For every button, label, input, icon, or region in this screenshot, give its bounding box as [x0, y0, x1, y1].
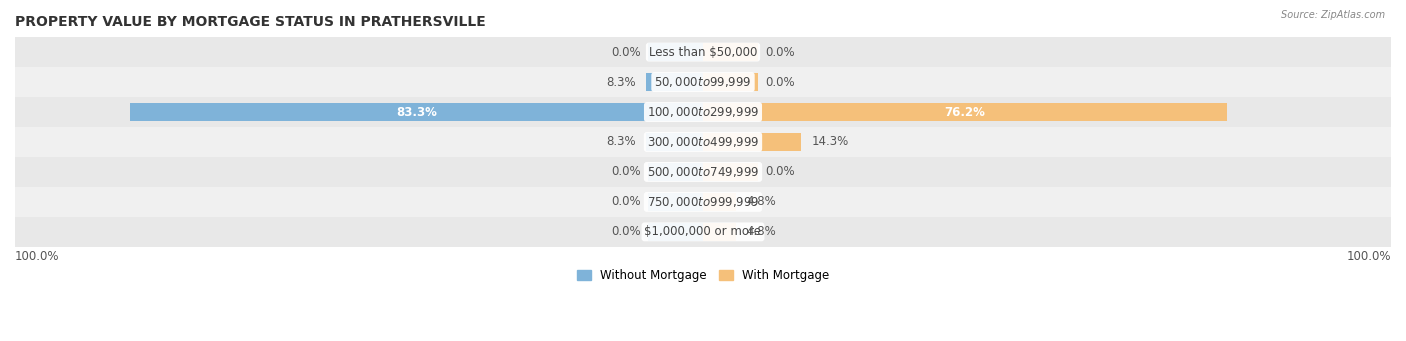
Text: 100.0%: 100.0% — [1347, 250, 1391, 263]
Bar — [15, 127, 1391, 157]
Bar — [703, 223, 735, 240]
Bar — [703, 73, 758, 91]
Bar — [15, 187, 1391, 217]
Legend: Without Mortgage, With Mortgage: Without Mortgage, With Mortgage — [572, 265, 834, 287]
Text: Less than $50,000: Less than $50,000 — [648, 46, 758, 59]
Bar — [648, 193, 703, 211]
Text: Source: ZipAtlas.com: Source: ZipAtlas.com — [1281, 10, 1385, 20]
Text: 83.3%: 83.3% — [396, 105, 437, 119]
Text: 8.3%: 8.3% — [606, 135, 636, 148]
Text: 100.0%: 100.0% — [15, 250, 59, 263]
Text: 0.0%: 0.0% — [765, 76, 794, 89]
Text: $1,000,000 or more: $1,000,000 or more — [644, 225, 762, 238]
Text: 4.8%: 4.8% — [747, 195, 776, 208]
Text: $50,000 to $99,999: $50,000 to $99,999 — [654, 75, 752, 89]
Bar — [648, 163, 703, 181]
Text: 14.3%: 14.3% — [811, 135, 849, 148]
Text: 76.2%: 76.2% — [945, 105, 986, 119]
Bar — [15, 67, 1391, 97]
Bar — [703, 163, 758, 181]
Text: $750,000 to $999,999: $750,000 to $999,999 — [647, 195, 759, 209]
Text: 0.0%: 0.0% — [612, 195, 641, 208]
Text: $300,000 to $499,999: $300,000 to $499,999 — [647, 135, 759, 149]
Text: $500,000 to $749,999: $500,000 to $749,999 — [647, 165, 759, 179]
Bar — [15, 37, 1391, 67]
Bar — [648, 223, 703, 240]
Text: 0.0%: 0.0% — [612, 165, 641, 178]
Bar — [15, 97, 1391, 127]
Bar — [645, 133, 703, 151]
Bar — [15, 157, 1391, 187]
Bar — [648, 43, 703, 61]
Bar — [703, 103, 1227, 121]
Bar — [703, 133, 801, 151]
Bar — [703, 43, 758, 61]
Text: 0.0%: 0.0% — [765, 165, 794, 178]
Text: PROPERTY VALUE BY MORTGAGE STATUS IN PRATHERSVILLE: PROPERTY VALUE BY MORTGAGE STATUS IN PRA… — [15, 15, 485, 29]
Text: 0.0%: 0.0% — [765, 46, 794, 59]
Text: 4.8%: 4.8% — [747, 225, 776, 238]
Text: 8.3%: 8.3% — [606, 76, 636, 89]
Bar — [703, 193, 735, 211]
Text: 0.0%: 0.0% — [612, 46, 641, 59]
Bar — [129, 103, 703, 121]
Text: 0.0%: 0.0% — [612, 225, 641, 238]
Text: $100,000 to $299,999: $100,000 to $299,999 — [647, 105, 759, 119]
Bar — [645, 73, 703, 91]
Bar — [15, 217, 1391, 247]
